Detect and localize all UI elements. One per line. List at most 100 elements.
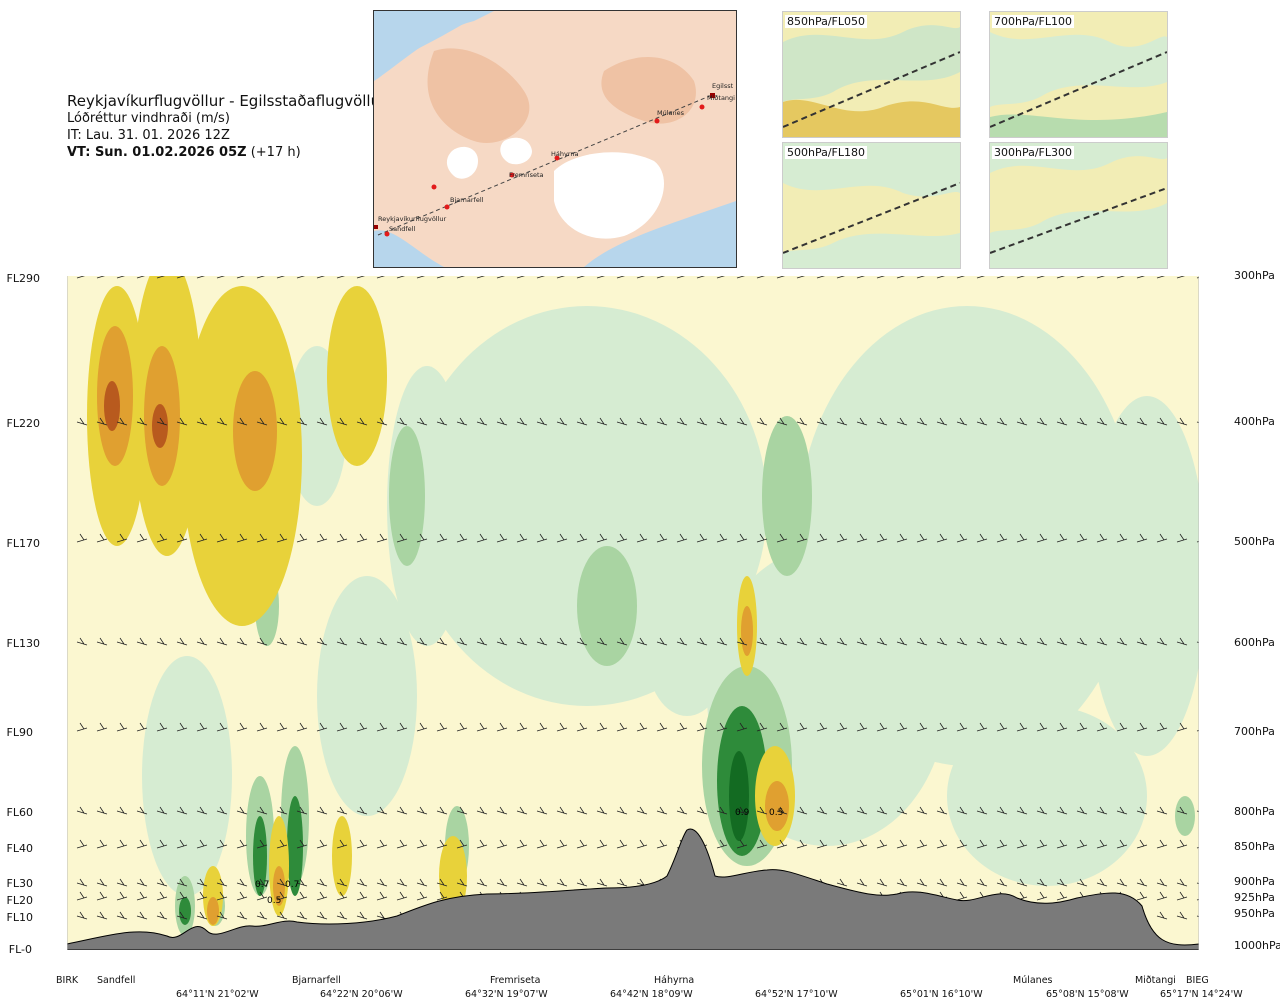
fl-label: FL60 (6, 806, 33, 819)
fl-label: FL40 (6, 842, 33, 855)
downdraft-core (765, 781, 789, 831)
wind-barb (396, 722, 408, 732)
wind-barb (996, 637, 1008, 646)
wind-barb (216, 637, 228, 646)
wind-barb (276, 878, 288, 887)
wind-barb (676, 276, 686, 279)
wind-barb (616, 806, 628, 815)
thumbnail-700hpa[interactable]: 700hPa/FL100 (989, 11, 1168, 138)
wind-barb (816, 276, 826, 279)
wind-barb (396, 806, 408, 815)
wind-barb (856, 839, 868, 849)
coord-label: 64°22'N 20°06'W (320, 989, 403, 1000)
wind-barb (656, 533, 668, 543)
wind-barb (296, 276, 306, 279)
wind-barb (156, 911, 168, 920)
wind-barb (1056, 878, 1068, 887)
downdraft-core (273, 866, 285, 906)
wind-barb (716, 806, 728, 815)
wind-barb (516, 533, 528, 543)
wind-barb (1156, 911, 1168, 920)
route-map-svg: Reykjavíkurflugvöllur Sandfell Bjarnarfe… (374, 11, 736, 267)
wind-barb (696, 806, 708, 815)
wind-barb (996, 878, 1008, 887)
updraft-core (179, 897, 191, 925)
wind-barb (176, 276, 186, 279)
wind-barb (156, 637, 168, 646)
wind-barb (116, 839, 128, 849)
wind-barb (596, 806, 608, 815)
coord-label: 65°08'N 15°08'W (1046, 989, 1129, 1000)
wind-barb (396, 839, 408, 849)
hpa-label: 700hPa (1234, 725, 1275, 738)
wind-barb (616, 417, 628, 426)
wind-barb (516, 839, 528, 849)
wind-barb (296, 722, 308, 732)
route-title: Reykjavíkurflugvöllur - Egilsstaðaflugvö… (67, 92, 387, 110)
downdraft-core (152, 404, 168, 448)
wind-barb (116, 533, 128, 543)
wind-barb (436, 878, 448, 887)
wind-barb (356, 722, 368, 732)
wind-barb (1096, 276, 1106, 279)
wind-barb (296, 839, 308, 849)
wind-barb (1136, 806, 1148, 815)
wind-barb (836, 533, 848, 543)
wind-barb (316, 839, 328, 849)
wind-barb (776, 806, 788, 815)
thumbnail-500hpa[interactable]: 500hPa/FL180 (782, 142, 961, 269)
wind-barb (1036, 637, 1048, 646)
updraft-zone (1175, 796, 1195, 836)
wind-barb (696, 417, 708, 426)
hpa-label: 800hPa (1234, 805, 1275, 818)
wind-barb (1136, 533, 1148, 543)
wind-barb (636, 276, 646, 279)
wind-barb (416, 891, 428, 901)
wind-barb (896, 276, 906, 279)
hpa-label: 925hPa (1234, 891, 1275, 904)
wind-barb (196, 878, 208, 887)
thumb-svg (990, 12, 1167, 137)
map-label-reykjavik: Reykjavíkurflugvöllur (378, 215, 447, 223)
wind-barb (136, 839, 148, 849)
wind-barb (156, 722, 168, 732)
wind-barb (96, 806, 108, 815)
wind-barb (336, 878, 348, 887)
wind-barb (656, 637, 668, 646)
wind-barb (856, 806, 868, 815)
wind-barb (176, 839, 188, 849)
wind-barb (296, 911, 308, 920)
wind-barb (656, 839, 668, 849)
wind-barb (76, 276, 86, 279)
wind-barb (936, 722, 948, 732)
wind-barb (716, 533, 728, 543)
wind-barb (216, 839, 228, 849)
wind-barb (136, 637, 148, 646)
title-block: Reykjavíkurflugvöllur - Egilsstaðaflugvö… (67, 92, 386, 161)
valid-time: VT: Sun. 01.02.2026 05Z (+17 h) (67, 144, 386, 161)
wind-barb (336, 891, 348, 901)
wind-barb (816, 839, 828, 849)
wind-barb (1176, 417, 1188, 426)
wind-barb (356, 533, 368, 543)
place-label: BIEG (1186, 975, 1209, 986)
wind-barb (1116, 533, 1128, 543)
wind-barb (656, 276, 666, 279)
thumbnail-850hpa[interactable]: 850hPa/FL050 (782, 11, 961, 138)
wind-barb (416, 878, 428, 887)
wind-barb (116, 722, 128, 732)
wind-barb (96, 533, 108, 543)
wind-barb (256, 533, 268, 543)
wind-barb (136, 806, 148, 815)
thumbnail-300hpa[interactable]: 300hPa/FL300 (989, 142, 1168, 269)
wind-barb (416, 417, 428, 426)
wind-barb (936, 878, 948, 887)
wind-barb (1076, 839, 1088, 849)
wind-barb (896, 417, 908, 426)
coord-label: 64°42'N 18°09'W (610, 989, 693, 1000)
wind-barb (496, 878, 508, 887)
wind-barb (876, 533, 888, 543)
wind-barb (1076, 417, 1088, 426)
wind-barb (916, 806, 928, 815)
wind-barb (1016, 637, 1028, 646)
